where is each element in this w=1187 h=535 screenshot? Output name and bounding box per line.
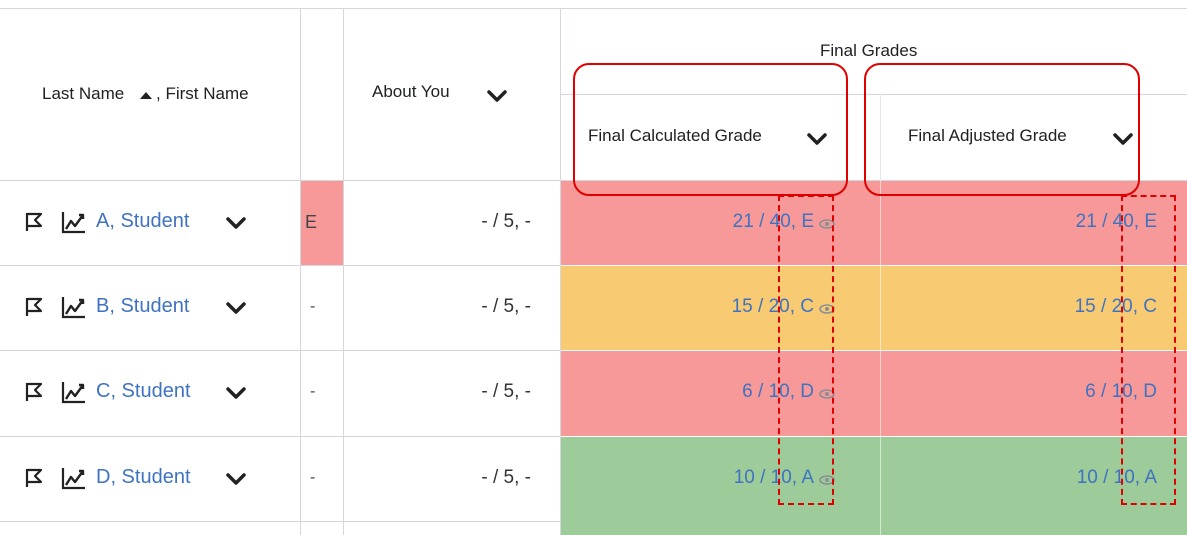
about-you-header: About You [372, 82, 450, 101]
flag-icon[interactable] [24, 467, 44, 489]
student-name-link[interactable]: B, Student [96, 295, 190, 317]
visible-eye-icon[interactable] [819, 475, 835, 485]
adjusted-grade-value[interactable]: 21 / 40, E [1075, 211, 1157, 232]
adjusted-grade-value[interactable]: 15 / 20, C [1074, 296, 1157, 317]
grade-cell-row-4 [561, 437, 1187, 521]
final-calculated-grade-header: Final Calculated Grade [588, 126, 762, 145]
first-name-sort-label[interactable]: , First Name [156, 84, 249, 103]
calculated-grade-value[interactable]: 15 / 20, C [731, 296, 814, 317]
flag-icon[interactable] [24, 296, 44, 318]
calculated-grade-value[interactable]: 21 / 40, E [732, 211, 814, 232]
student-menu-chevron-icon[interactable] [225, 301, 247, 315]
column-divider [560, 8, 561, 535]
row-divider [561, 265, 1187, 266]
extra-grade-value: - [310, 298, 316, 315]
grade-column-split [880, 181, 881, 535]
calc-grade-menu-chevron-icon[interactable] [806, 132, 828, 146]
adjusted-grade-value[interactable]: 10 / 10, A [1076, 467, 1157, 488]
visible-eye-icon[interactable] [819, 219, 835, 229]
visible-eye-icon[interactable] [819, 389, 835, 399]
about-you-score: - / 5, - [481, 296, 531, 317]
annotation-box-adjusted-header [864, 63, 1140, 196]
group-divider [561, 94, 1187, 95]
stats-chart-icon[interactable] [61, 210, 87, 234]
calculated-grade-value[interactable]: 10 / 10, A [733, 467, 814, 488]
student-menu-chevron-icon[interactable] [225, 386, 247, 400]
flag-icon[interactable] [24, 211, 44, 233]
final-adjusted-grade-header: Final Adjusted Grade [908, 126, 1067, 145]
extra-grade-cell [301, 181, 343, 265]
sort-ascending-icon [140, 92, 152, 99]
grade-cell-row-5-partial [561, 521, 1187, 535]
extra-grade-value: - [310, 383, 316, 400]
visible-eye-icon[interactable] [819, 304, 835, 314]
row-divider [0, 265, 561, 266]
last-name-sort-label[interactable]: Last Name [42, 84, 125, 103]
student-name-link[interactable]: C, Student [96, 380, 191, 402]
stats-chart-icon[interactable] [61, 295, 87, 319]
column-divider [300, 8, 301, 535]
row-divider [561, 350, 1187, 351]
student-menu-chevron-icon[interactable] [225, 472, 247, 486]
row-divider [0, 521, 561, 522]
about-you-score: - / 5, - [481, 211, 531, 232]
header-bottom-border [0, 180, 1187, 181]
annotation-dashed-adjusted-letters [1121, 195, 1176, 505]
extra-grade-value: - [310, 469, 316, 486]
about-you-menu-chevron-icon[interactable] [486, 89, 508, 103]
row-divider [0, 436, 561, 437]
student-menu-chevron-icon[interactable] [225, 216, 247, 230]
grade-cell-row-3 [561, 351, 1187, 436]
about-you-score: - / 5, - [481, 381, 531, 402]
column-divider [343, 8, 344, 535]
extra-grade-value: E [305, 212, 318, 232]
flag-icon[interactable] [24, 381, 44, 403]
stats-chart-icon[interactable] [61, 380, 87, 404]
grade-cell-row-2 [561, 266, 1187, 350]
adj-grade-menu-chevron-icon[interactable] [1112, 132, 1134, 146]
header-top-border [0, 8, 1187, 9]
annotation-box-calculated-header [573, 63, 848, 196]
row-divider [561, 436, 1187, 437]
final-grades-group-title: Final Grades [820, 41, 918, 60]
annotation-dashed-calculated-letters [778, 195, 834, 505]
row-divider [0, 350, 561, 351]
about-you-score: - / 5, - [481, 467, 531, 488]
student-name-link[interactable]: D, Student [96, 466, 191, 488]
stats-chart-icon[interactable] [61, 466, 87, 490]
student-name-link[interactable]: A, Student [96, 210, 190, 232]
